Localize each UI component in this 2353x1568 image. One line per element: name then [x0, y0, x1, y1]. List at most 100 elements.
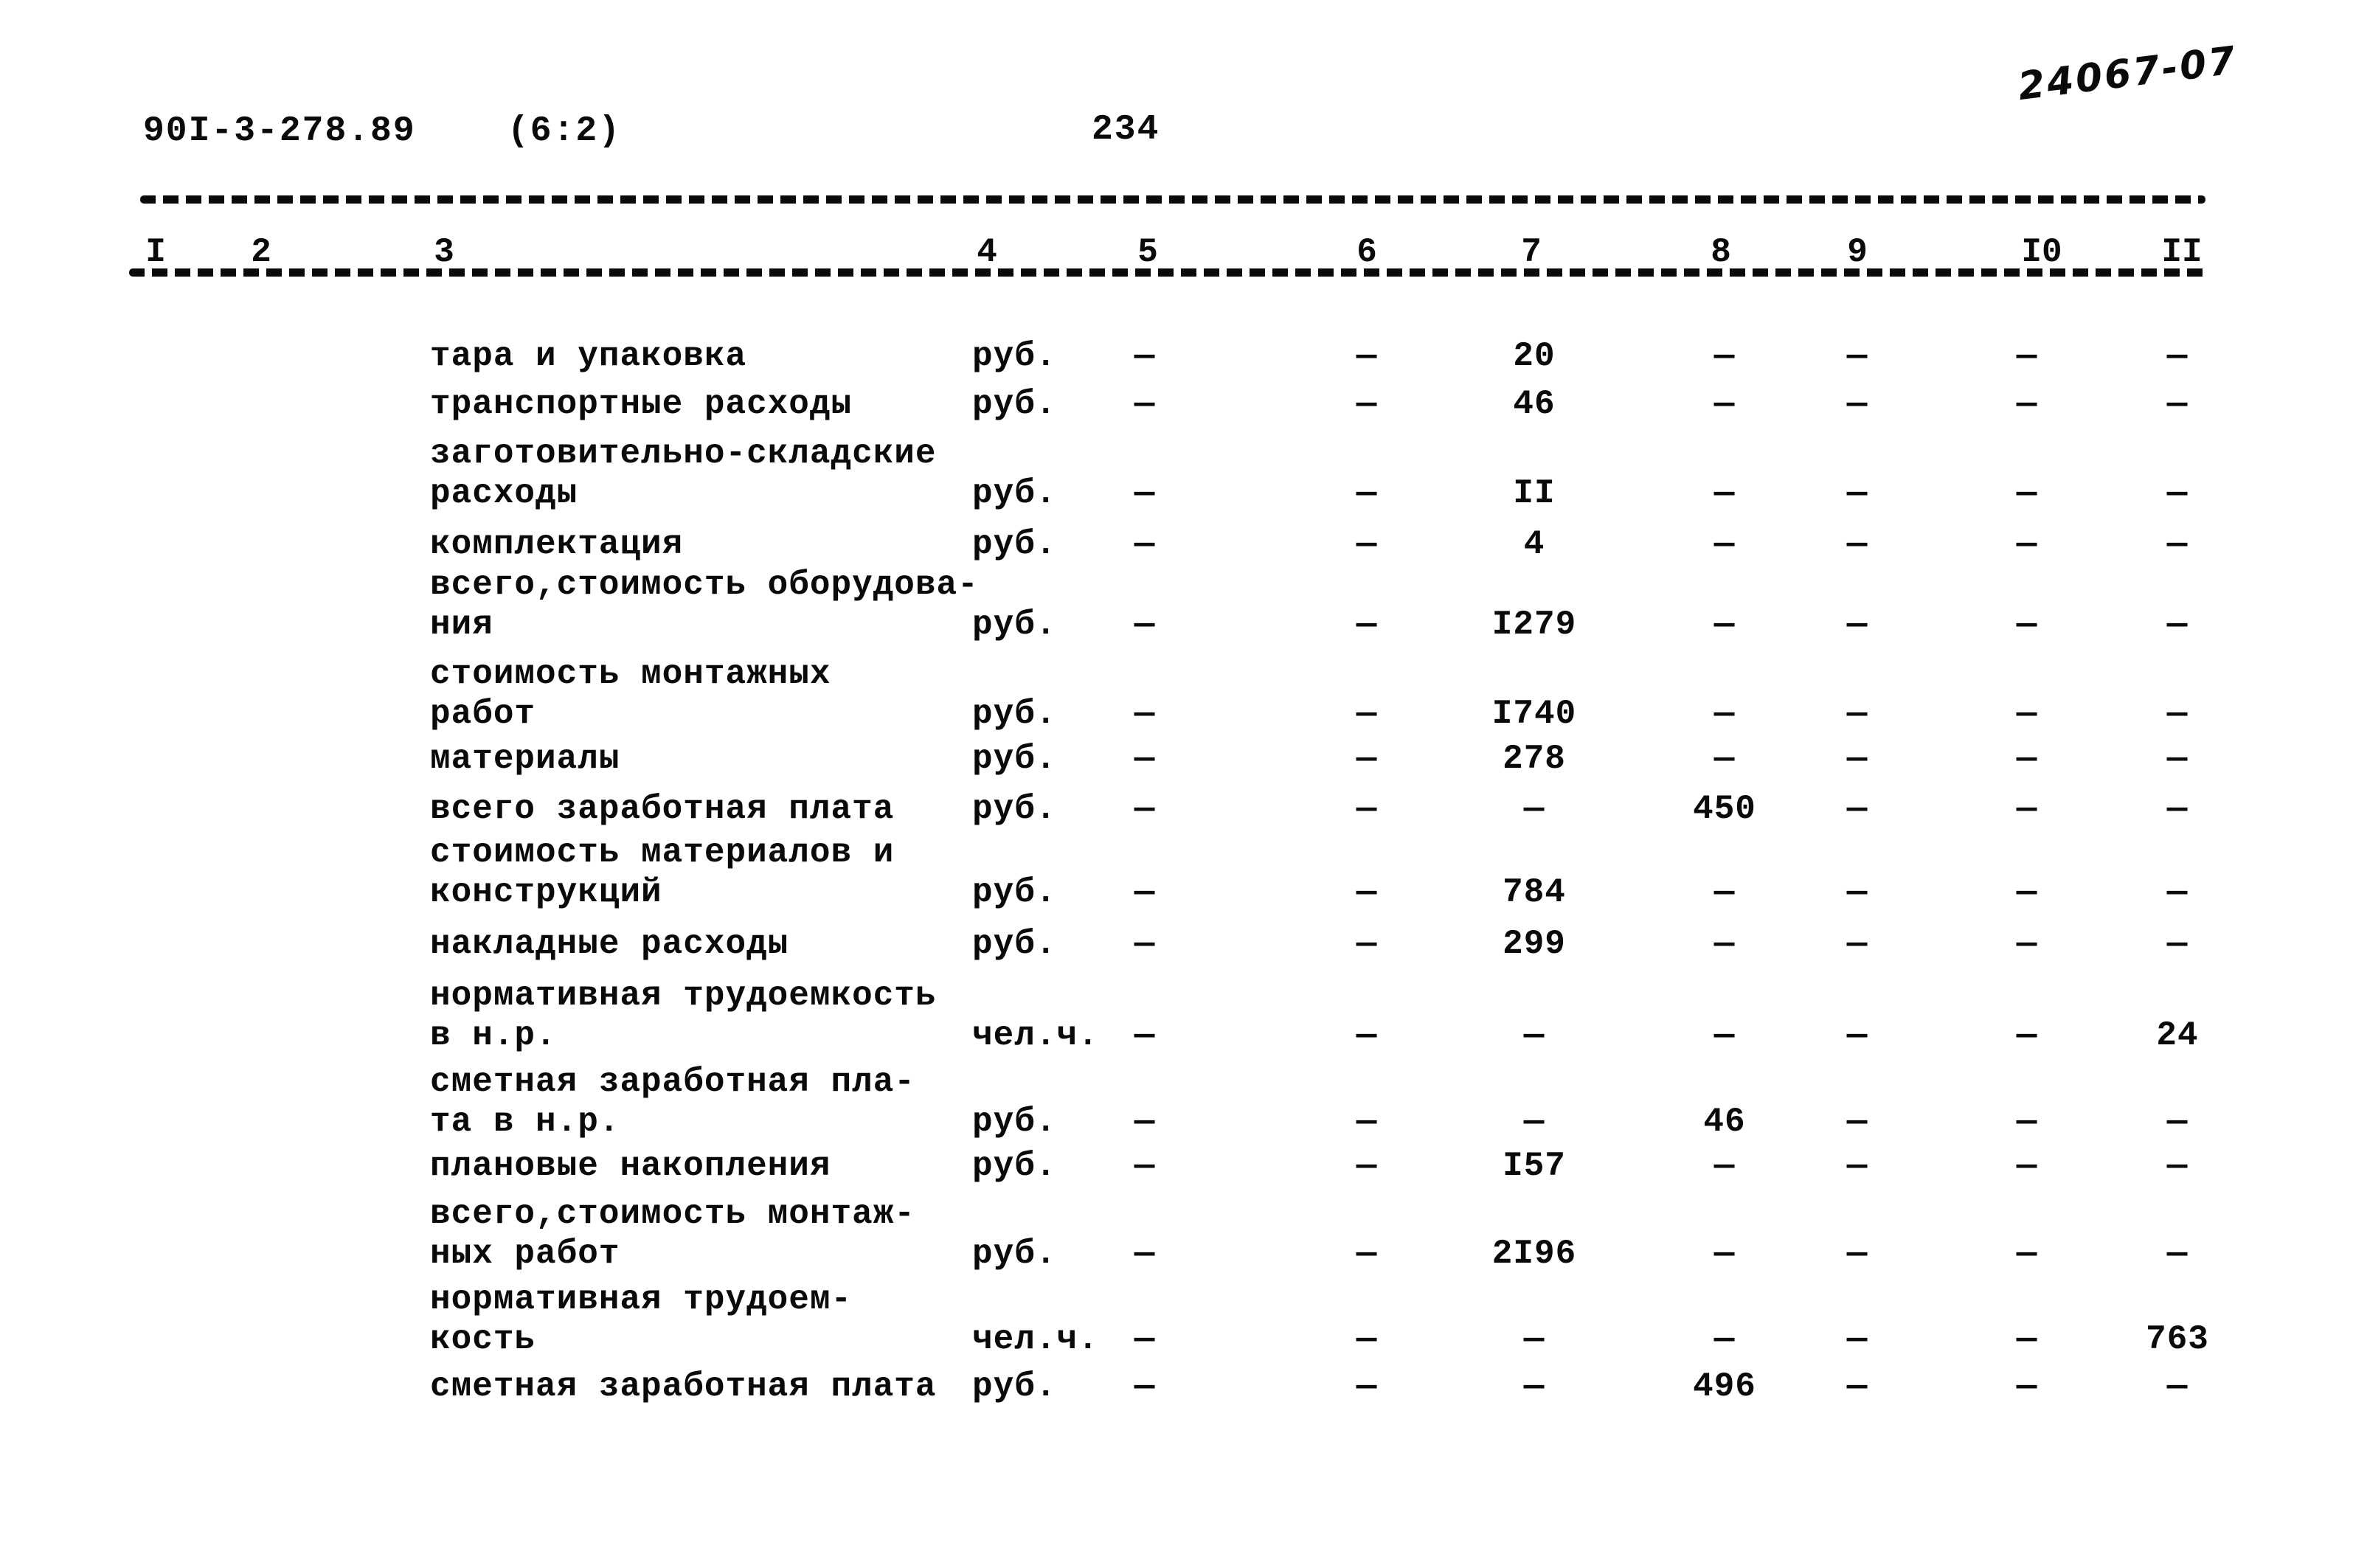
value-cell: — [1134, 925, 1156, 963]
unit-cell: руб. [972, 925, 1057, 963]
value-cell: — [1134, 1147, 1156, 1185]
value-cell: — [1713, 740, 1736, 778]
value-cell: — [1356, 337, 1378, 375]
unit-cell: руб. [972, 740, 1057, 778]
value-cell: — [1846, 1320, 1868, 1359]
value-cell: — [1713, 525, 1736, 563]
value-cell: — [1713, 873, 1736, 912]
value-cell: I740 [1491, 695, 1577, 733]
sheet-ref: (6:2) [507, 111, 622, 151]
table-row: тара и упаковка руб. — — 20 — — — — [0, 336, 2353, 376]
value-cell: — [1356, 1147, 1378, 1185]
value-cell: — [2016, 1235, 2038, 1273]
unit-cell: руб. [972, 790, 1057, 828]
doc-number: 90I-3-278.89 [143, 111, 416, 151]
value-cell: — [2016, 873, 2038, 912]
column-number: 2 [251, 233, 271, 271]
unit-cell: чел.ч. [972, 1016, 1099, 1055]
column-number: I0 [2021, 233, 2062, 271]
row-label: накладные расходы [430, 925, 789, 963]
value-cell: — [2016, 525, 2038, 563]
value-cell: — [1134, 790, 1156, 828]
value-cell: — [2166, 1147, 2189, 1185]
row-label: тара и упаковка [430, 337, 747, 375]
value-cell: 763 [2146, 1320, 2209, 1359]
value-cell: — [1356, 474, 1378, 513]
value-cell: II [1513, 474, 1556, 513]
column-number: 5 [1137, 233, 1158, 271]
row-label: сметная заработная плата [430, 1367, 937, 1406]
value-cell: — [2016, 385, 2038, 423]
table-row: всего,стоимость оборудова- ния руб. — — … [0, 566, 2353, 645]
value-cell: — [1846, 337, 1868, 375]
dashed-rule-bottom [129, 268, 2205, 277]
value-cell: — [2166, 873, 2189, 912]
value-cell: — [1356, 873, 1378, 912]
value-cell: — [1713, 1016, 1736, 1055]
value-cell: — [1134, 385, 1156, 423]
value-cell: — [1846, 925, 1868, 963]
value-cell: — [1134, 873, 1156, 912]
value-cell: 20 [1513, 337, 1556, 375]
unit-cell: руб. [972, 1147, 1057, 1185]
value-cell: — [1134, 606, 1156, 644]
column-number: 4 [977, 233, 997, 271]
value-cell: — [1134, 1016, 1156, 1055]
value-cell: — [1846, 790, 1868, 828]
value-cell: — [1523, 790, 1545, 828]
table-row: плановые накопления руб. — — I57 — — — — [0, 1146, 2353, 1186]
row-label: плановые накопления [430, 1147, 831, 1185]
value-cell: — [2166, 337, 2189, 375]
table-row: всего заработная плата руб. — — — 450 — … [0, 789, 2353, 829]
value-cell: — [2016, 1320, 2038, 1359]
value-cell: — [2166, 1235, 2189, 1273]
column-number: 3 [434, 233, 454, 271]
table-row: стоимость монтажных работ руб. — — I740 … [0, 655, 2353, 734]
column-number: 7 [1521, 233, 1542, 271]
value-cell: — [2016, 695, 2038, 733]
value-cell: — [1356, 385, 1378, 423]
value-cell: — [1134, 525, 1156, 563]
value-cell: 24 [2156, 1016, 2199, 1055]
row-label: стоимость материалов и конструкций [430, 833, 895, 912]
column-number: I [145, 233, 166, 271]
value-cell: — [2166, 925, 2189, 963]
unit-cell: руб. [972, 873, 1057, 912]
value-cell: — [1356, 606, 1378, 644]
value-cell: — [2166, 474, 2189, 513]
value-cell: — [1134, 1320, 1156, 1359]
value-cell: — [1134, 695, 1156, 733]
value-cell: — [1356, 925, 1378, 963]
value-cell: — [2016, 925, 2038, 963]
value-cell: — [1134, 1235, 1156, 1273]
value-cell: 46 [1513, 385, 1556, 423]
value-cell: — [2166, 525, 2189, 563]
value-cell: — [1846, 1367, 1868, 1406]
value-cell: — [1846, 606, 1868, 644]
value-cell: 450 [1693, 790, 1756, 828]
value-cell: — [1713, 695, 1736, 733]
unit-cell: руб. [972, 337, 1057, 375]
value-cell: — [1846, 1235, 1868, 1273]
value-cell: — [1356, 1320, 1378, 1359]
value-cell: — [1846, 1103, 1868, 1141]
value-cell: I57 [1503, 1147, 1566, 1185]
dashed-rule-top [140, 195, 2205, 204]
table-row: сметная заработная плата руб. — — — 496 … [0, 1367, 2353, 1406]
page-number: 234 [1092, 110, 1160, 150]
unit-cell: руб. [972, 606, 1057, 644]
value-cell: — [1846, 695, 1868, 733]
row-label: сметная заработная пла- та в н.р. [430, 1063, 915, 1141]
value-cell: — [1523, 1016, 1545, 1055]
value-cell: — [2166, 385, 2189, 423]
value-cell: — [1713, 1320, 1736, 1359]
unit-cell: руб. [972, 1367, 1057, 1406]
value-cell: — [1356, 525, 1378, 563]
handwritten-code: 24067-07 [2015, 38, 2240, 109]
value-cell: — [2166, 606, 2189, 644]
value-cell: — [1356, 695, 1378, 733]
value-cell: — [1713, 337, 1736, 375]
value-cell: — [1846, 474, 1868, 513]
value-cell: — [1713, 1147, 1736, 1185]
